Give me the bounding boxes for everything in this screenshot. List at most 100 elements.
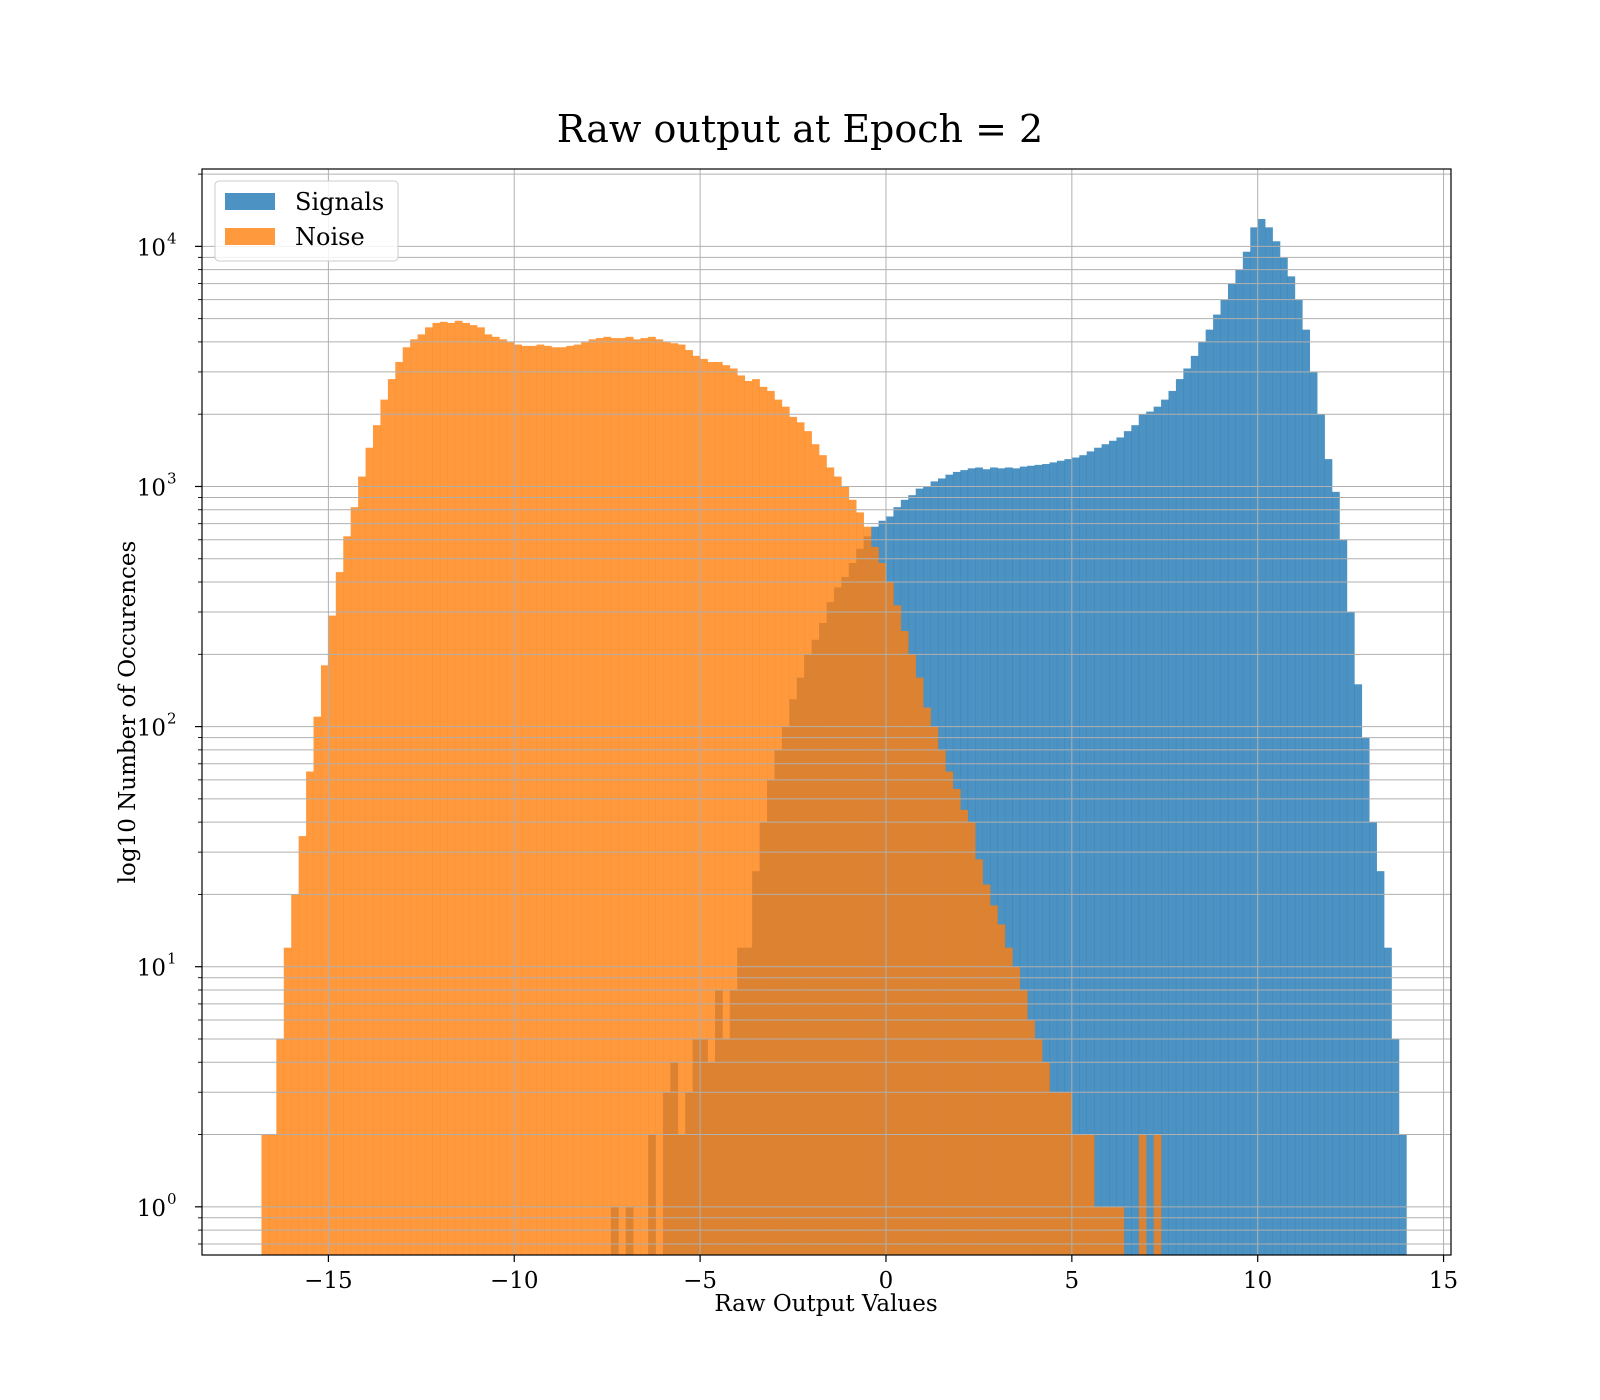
bar-noise <box>1109 1206 1117 1255</box>
bar-noise <box>417 334 426 1255</box>
y-tick-label-exponent: 3 <box>167 469 177 487</box>
bar-noise <box>990 905 998 1255</box>
bar-noise <box>558 347 567 1255</box>
bar-noise <box>1034 1038 1043 1255</box>
legend: Signals Noise <box>214 180 399 262</box>
bar-noise <box>543 345 552 1255</box>
bar-signals <box>1317 414 1325 1255</box>
bar-noise <box>1049 1092 1058 1255</box>
bar-noise <box>268 1134 277 1255</box>
bar-signals <box>1302 329 1311 1255</box>
bar-noise <box>700 358 708 1255</box>
bar-noise <box>298 836 307 1255</box>
bar-noise <box>596 338 604 1256</box>
bar-noise <box>380 399 389 1255</box>
y-axis-label: log10 Number of Occurences <box>115 541 141 884</box>
bar-noise <box>365 447 374 1256</box>
bar-signals <box>997 468 1006 1256</box>
bar-noise <box>1042 1062 1050 1255</box>
bar-signals <box>1280 257 1288 1255</box>
y-tick-label: 10 <box>137 235 166 261</box>
bar-noise <box>729 368 738 1255</box>
bar-noise <box>997 924 1006 1255</box>
bar-noise <box>350 507 359 1255</box>
bar-noise <box>1101 1206 1110 1255</box>
bar-noise <box>707 361 716 1256</box>
bar-signals <box>1346 612 1355 1255</box>
y-tick-label: 10 <box>137 475 166 501</box>
bar-noise <box>335 572 344 1255</box>
bar-signals <box>1205 329 1214 1255</box>
bar-signals <box>1086 451 1095 1255</box>
bar-noise <box>566 345 575 1255</box>
bar-signals <box>1220 299 1229 1255</box>
grid-layer <box>202 169 1451 1255</box>
bar-noise <box>447 322 456 1255</box>
bar-noise <box>477 327 485 1256</box>
bar-noise <box>425 327 433 1256</box>
bar-noise <box>952 788 961 1255</box>
bar-signals <box>1138 414 1147 1255</box>
bar-noise <box>551 347 560 1255</box>
bar-noise <box>1094 1206 1102 1255</box>
legend-swatch-noise <box>225 228 275 245</box>
bar-noise <box>387 379 396 1255</box>
bar-noise <box>848 499 857 1255</box>
bar-noise <box>261 1134 270 1255</box>
bar-noise <box>796 422 805 1256</box>
bar-noise <box>1116 1206 1125 1255</box>
bar-noise <box>975 859 983 1255</box>
bar-noise <box>410 339 418 1256</box>
bar-noise <box>588 339 597 1256</box>
bar-noise <box>863 526 872 1255</box>
bar-noise <box>328 615 337 1255</box>
bar-signals <box>1250 227 1258 1256</box>
bar-signals <box>1042 464 1050 1255</box>
bar-signals <box>1384 947 1392 1255</box>
bar-noise <box>1012 966 1021 1255</box>
bar-signals <box>1131 425 1140 1255</box>
bar-noise <box>499 339 508 1256</box>
bar-noise <box>320 665 329 1255</box>
chart-title: Raw output at Epoch = 2 <box>557 107 1043 151</box>
bar-noise <box>737 375 746 1255</box>
bar-noise <box>945 771 954 1255</box>
bar-signals <box>990 467 998 1256</box>
bar-noise <box>1071 1134 1080 1255</box>
bar-signals <box>1153 406 1162 1255</box>
bar-signals <box>1287 276 1296 1255</box>
bar-noise <box>283 947 292 1255</box>
bar-noise <box>306 771 314 1255</box>
bar-noise <box>291 894 299 1255</box>
bar-signals <box>1391 1038 1400 1255</box>
x-tick-label: 10 <box>1243 1268 1272 1294</box>
bar-noise <box>960 809 969 1255</box>
bar-noise <box>1138 1134 1147 1255</box>
bar-signals <box>982 469 991 1256</box>
x-tick-label: −10 <box>490 1268 539 1294</box>
bar-noise <box>655 339 664 1256</box>
bar-signals <box>1272 241 1281 1255</box>
bar-signals <box>1235 269 1244 1255</box>
bar-signals <box>1123 431 1132 1255</box>
bar-signals <box>1094 447 1102 1256</box>
bar-noise <box>1079 1134 1087 1255</box>
bar-signals <box>1339 539 1348 1255</box>
bar-noise <box>819 455 827 1255</box>
bar-noise <box>856 512 864 1255</box>
bar-noise <box>402 347 411 1255</box>
bar-signals <box>1109 440 1117 1255</box>
bar-noise <box>744 380 753 1255</box>
bar-signals <box>1175 379 1184 1255</box>
bar-noise <box>618 338 627 1256</box>
y-tick-label: 10 <box>137 1196 166 1222</box>
bar-noise <box>276 1038 285 1255</box>
bar-noise <box>826 467 835 1256</box>
y-tick-label-exponent: 2 <box>167 710 177 728</box>
bar-signals <box>1071 457 1080 1255</box>
bar-signals <box>1056 460 1065 1255</box>
bar-noise <box>833 476 842 1255</box>
bar-signals <box>1101 444 1110 1255</box>
